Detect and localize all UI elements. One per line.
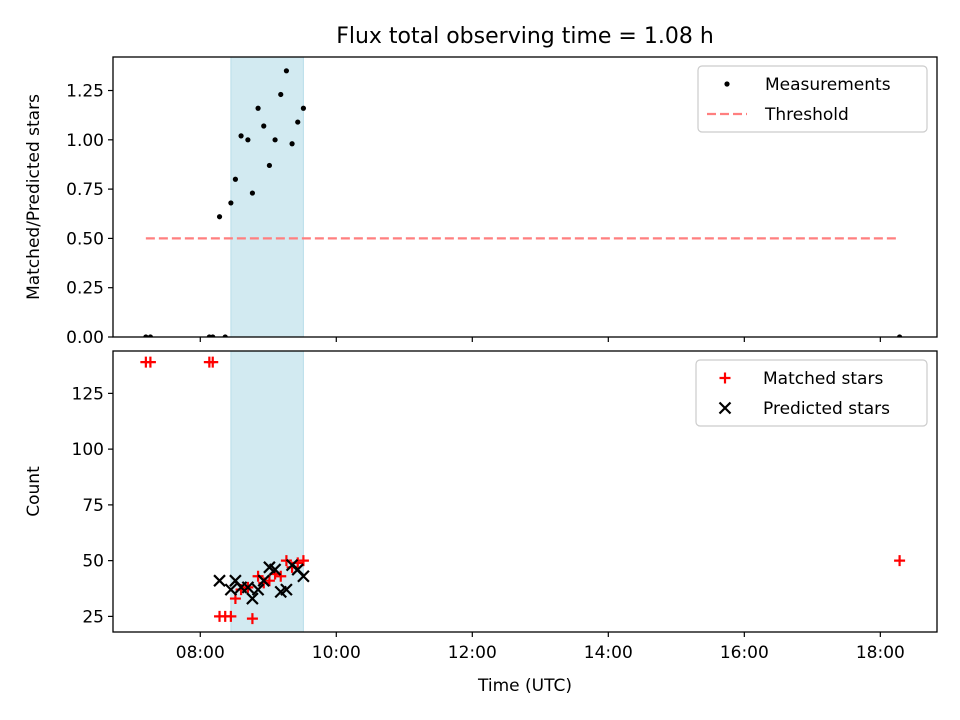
legend-marker-swatch xyxy=(724,81,730,87)
legend-label: Threshold xyxy=(764,105,849,125)
measurements-point xyxy=(216,214,223,220)
y-tick-label: 125 xyxy=(72,384,104,404)
matched-stars-point xyxy=(246,613,258,625)
y-axis-label: Count xyxy=(24,466,44,517)
legend: Matched stars Predicted stars xyxy=(695,359,928,427)
measurements-point xyxy=(228,200,234,206)
legend-label: Measurements xyxy=(765,75,891,95)
measurements-point xyxy=(249,190,256,196)
x-tick-label: 18:00 xyxy=(856,643,905,663)
legend-marker-swatch xyxy=(719,372,731,384)
measurements-point xyxy=(266,162,273,169)
matched-stars-point xyxy=(263,575,275,587)
predicted-stars-point xyxy=(246,592,259,605)
y-tick-label: 0.75 xyxy=(66,180,104,200)
x-axis-label: Time (UTC) xyxy=(477,676,572,696)
measurements-point xyxy=(238,133,244,139)
matched-stars-point xyxy=(225,610,237,622)
x-tick-label: 12:00 xyxy=(448,643,497,663)
x-tick-label: 08:00 xyxy=(176,643,225,663)
observing-window-span xyxy=(230,56,304,338)
measurements-point xyxy=(289,141,295,147)
predicted-stars-point xyxy=(213,574,226,587)
y-axis-label: Matched/Predicted stars xyxy=(24,94,44,300)
legend-label: Predicted stars xyxy=(763,399,890,419)
figure-title: Flux total observing time = 1.08 h xyxy=(336,24,714,49)
legend-label: Matched stars xyxy=(763,369,883,389)
y-tick-label: 75 xyxy=(82,496,104,516)
measurements-point xyxy=(278,91,284,98)
measurements-point xyxy=(261,123,267,129)
y-tick-label: 0.00 xyxy=(66,328,104,348)
y-tick-label: 0.25 xyxy=(66,279,104,299)
y-tick-label: 0.50 xyxy=(66,229,104,249)
measurements-point xyxy=(295,119,301,125)
bottom-panel: 25 50 75 100 125 08:00 10:00 12:00 14:00 16:00 18:… xyxy=(24,350,938,696)
matched-stars-point xyxy=(894,555,906,567)
legend-box xyxy=(695,359,928,427)
matched-stars-point xyxy=(275,570,287,582)
axes-frame xyxy=(112,56,938,338)
y-tick-label: 50 xyxy=(82,552,104,572)
axes-frame xyxy=(112,350,938,633)
matched-stars-point xyxy=(207,356,219,368)
x-tick-label: 14:00 xyxy=(584,643,633,663)
measurements-point xyxy=(283,68,290,74)
legend-marker-swatch xyxy=(718,401,732,415)
top-panel: 0.00 0.25 0.50 0.75 1.00 1.25 Matched/Predicte… xyxy=(24,56,938,348)
legend-box xyxy=(697,65,928,133)
predicted-stars-point xyxy=(224,583,238,596)
legend: Measurements Threshold xyxy=(697,65,928,133)
predicted-stars-point xyxy=(268,563,282,576)
measurements-point xyxy=(255,105,261,111)
x-tick-label: 16:00 xyxy=(720,643,769,663)
y-tick-label: 25 xyxy=(82,607,104,627)
measurements-point xyxy=(300,105,307,111)
predicted-stars-point xyxy=(257,574,271,587)
predicted-stars-point xyxy=(297,569,310,583)
predicted-stars-point xyxy=(280,583,293,596)
predicted-stars-point xyxy=(241,581,255,594)
y-tick-label: 100 xyxy=(72,440,104,460)
y-tick-label: 1.00 xyxy=(66,131,104,151)
measurements-point xyxy=(245,137,251,143)
measurements-point xyxy=(272,137,278,143)
plot-area xyxy=(140,356,906,625)
y-tick-label: 1.25 xyxy=(66,82,104,102)
measurements-point xyxy=(232,176,239,182)
x-tick-label: 10:00 xyxy=(312,643,361,663)
predicted-stars-point xyxy=(251,583,265,596)
matched-stars-point xyxy=(144,356,156,368)
